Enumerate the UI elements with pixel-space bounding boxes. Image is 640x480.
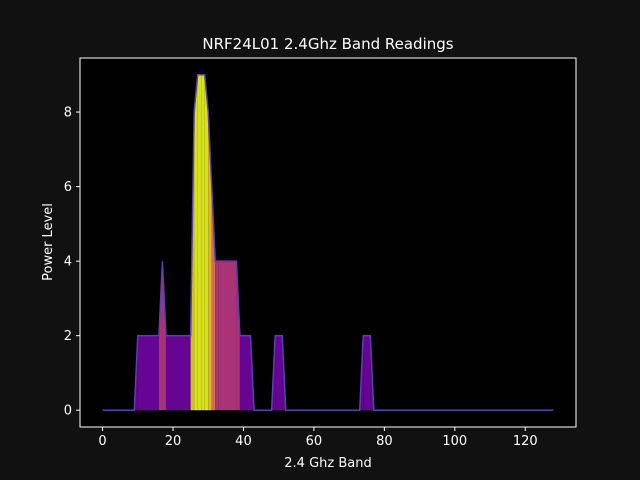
area-segment — [137, 335, 159, 411]
y-axis: 0 2 4 6 8 — [64, 106, 80, 419]
x-axis-label: 2.4 Ghz Band — [284, 456, 371, 471]
y-tick-label: 4 — [64, 255, 72, 270]
area-segment — [197, 74, 202, 411]
area-segment — [194, 74, 198, 411]
area-segment — [208, 112, 212, 411]
area-segment — [275, 335, 283, 411]
y-axis-label: Power Level — [41, 203, 56, 281]
x-axis: 0 20 40 60 80 100 120 — [98, 427, 538, 449]
area-segment — [204, 74, 209, 411]
x-tick-label: 80 — [376, 434, 393, 449]
area-segment — [162, 261, 166, 411]
x-tick-label: 40 — [235, 434, 252, 449]
chart-title: NRF24L01 2.4Ghz Band Readings — [202, 35, 453, 53]
y-tick-label: 2 — [64, 329, 72, 344]
area-segment — [236, 261, 240, 411]
area-segment — [363, 335, 371, 411]
x-tick-label: 0 — [98, 434, 106, 449]
area-segment — [158, 261, 163, 411]
x-tick-label: 100 — [442, 434, 467, 449]
data-marks — [102, 74, 554, 411]
x-tick-label: 120 — [513, 434, 538, 449]
plot-frame — [79, 57, 577, 428]
series-line — [102, 74, 554, 411]
area-segment — [215, 261, 219, 411]
x-tick-label: 20 — [165, 434, 182, 449]
area-segment — [239, 335, 251, 411]
y-tick-label: 0 — [64, 404, 72, 419]
x-tick-label: 60 — [306, 434, 323, 449]
area-segment — [211, 186, 216, 411]
y-tick-label: 8 — [64, 106, 72, 121]
area-segment — [201, 74, 205, 411]
area-segment — [218, 261, 237, 411]
area-segment — [165, 335, 191, 411]
y-tick-label: 6 — [64, 180, 72, 195]
